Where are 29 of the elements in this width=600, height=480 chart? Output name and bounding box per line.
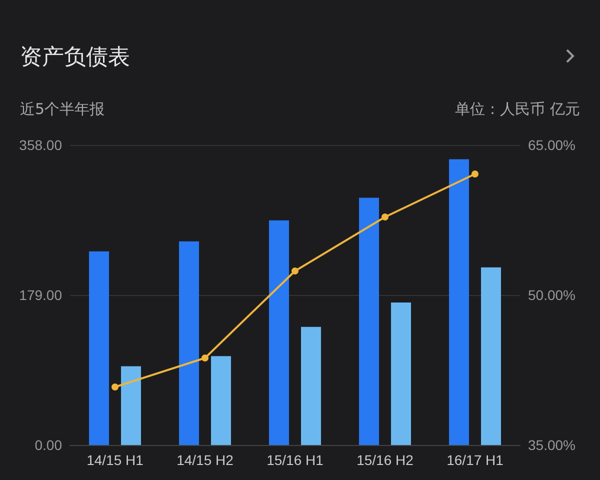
- point: [292, 268, 298, 274]
- y-tick-label: 179.00: [19, 287, 62, 303]
- bar: [301, 326, 321, 445]
- y-tick-label: 358.00: [19, 137, 62, 153]
- point: [202, 354, 208, 362]
- bar: [391, 302, 411, 445]
- y2-tick-label: 35.00%: [528, 437, 576, 453]
- x-tick-label: 15/16 H1: [266, 452, 324, 468]
- y2-tick-label: 50.00%: [528, 287, 576, 303]
- bar: [121, 366, 141, 445]
- x-tick-label: 15/16 H2: [356, 452, 414, 468]
- point: [112, 384, 118, 390]
- bar: [89, 251, 109, 445]
- text: 单位：人民币 亿元: [455, 100, 580, 119]
- point: [382, 214, 388, 220]
- point: [472, 170, 478, 178]
- x-tick-label: 14/15 H1: [86, 452, 144, 468]
- x-tick-label: 16/17 H1: [446, 452, 504, 468]
- y2-tick-label: 65.00%: [528, 137, 576, 153]
- chart-subtitle: 近5个半年报: [20, 100, 105, 119]
- bar: [269, 220, 289, 445]
- y-tick-label: 0.00: [34, 437, 62, 453]
- x-tick-label: 14/15 H2: [176, 452, 234, 468]
- chart-title: 资产负债表: [20, 44, 130, 72]
- bar: [481, 267, 501, 445]
- bar: [211, 356, 231, 445]
- bar: [449, 159, 469, 445]
- bar: [359, 198, 379, 445]
- bar: [179, 241, 199, 445]
